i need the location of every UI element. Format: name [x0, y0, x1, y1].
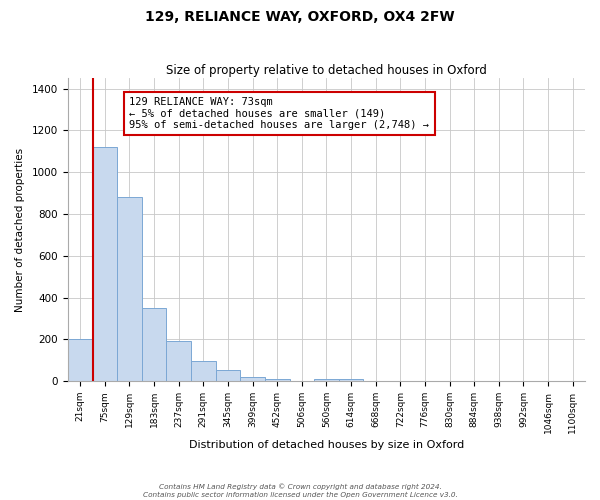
Bar: [142, 308, 166, 381]
Y-axis label: Number of detached properties: Number of detached properties: [15, 148, 25, 312]
Bar: [339, 378, 364, 381]
Bar: [92, 147, 117, 381]
Title: Size of property relative to detached houses in Oxford: Size of property relative to detached ho…: [166, 64, 487, 77]
Text: 129, RELIANCE WAY, OXFORD, OX4 2FW: 129, RELIANCE WAY, OXFORD, OX4 2FW: [145, 10, 455, 24]
Text: 129 RELIANCE WAY: 73sqm
← 5% of detached houses are smaller (149)
95% of semi-de: 129 RELIANCE WAY: 73sqm ← 5% of detached…: [130, 97, 430, 130]
Bar: [215, 370, 240, 381]
Bar: [191, 362, 215, 381]
Bar: [68, 340, 92, 381]
Bar: [265, 378, 290, 381]
Bar: [240, 377, 265, 381]
Text: Contains HM Land Registry data © Crown copyright and database right 2024.
Contai: Contains HM Land Registry data © Crown c…: [143, 484, 457, 498]
Bar: [314, 378, 339, 381]
Bar: [166, 342, 191, 381]
X-axis label: Distribution of detached houses by size in Oxford: Distribution of detached houses by size …: [189, 440, 464, 450]
Bar: [117, 198, 142, 381]
